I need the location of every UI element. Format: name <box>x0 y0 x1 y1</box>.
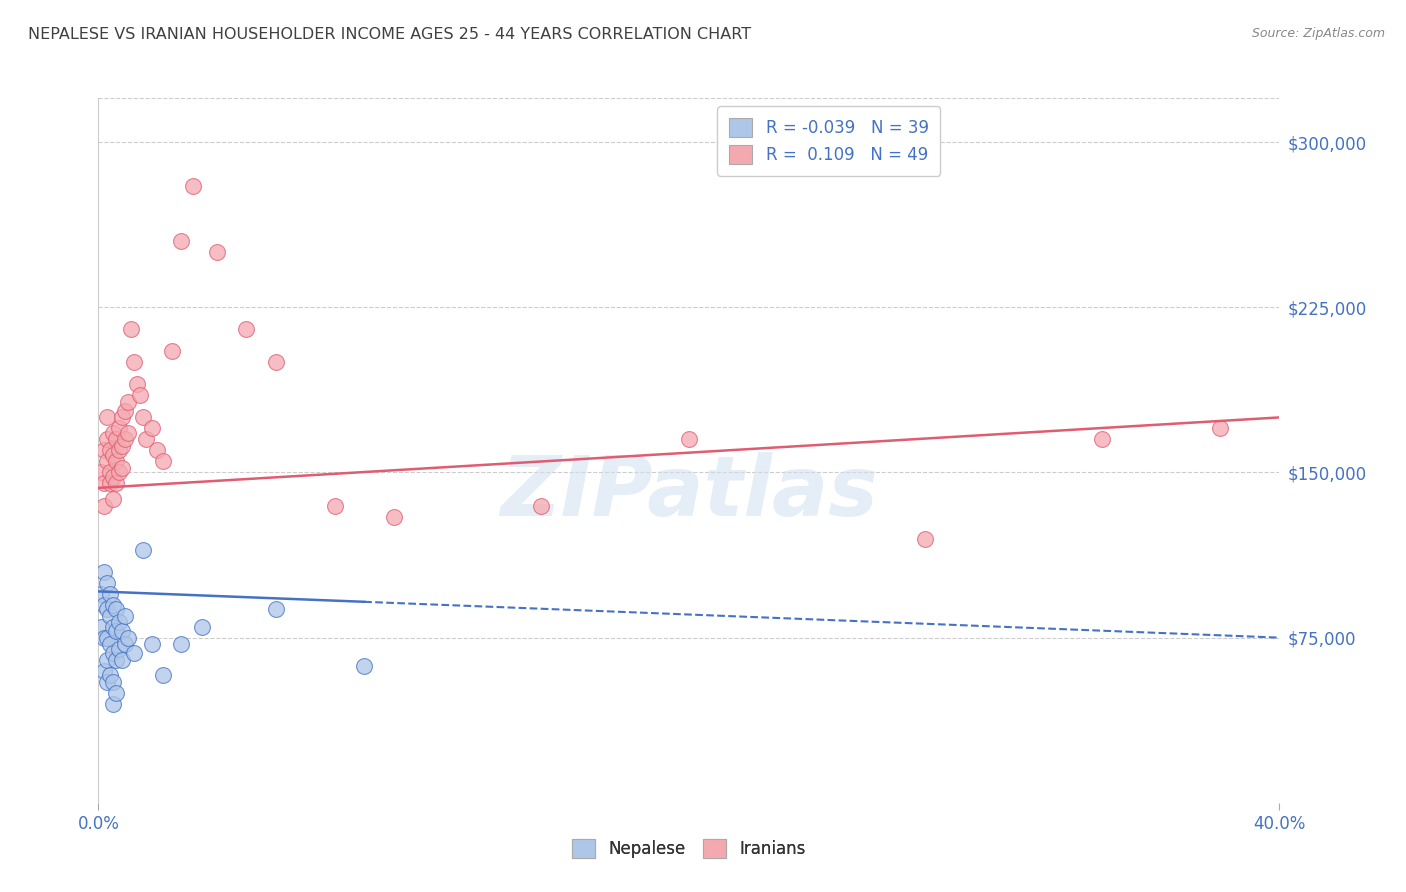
Point <box>105 454 128 468</box>
Point <box>103 448 125 462</box>
Point <box>96 454 118 468</box>
Point <box>191 619 214 633</box>
Point <box>323 499 346 513</box>
Point <box>114 637 136 651</box>
Point <box>108 615 131 630</box>
Text: NEPALESE VS IRANIAN HOUSEHOLDER INCOME AGES 25 - 44 YEARS CORRELATION CHART: NEPALESE VS IRANIAN HOUSEHOLDER INCOME A… <box>28 27 751 42</box>
Point <box>125 377 148 392</box>
Point <box>96 410 118 425</box>
Point <box>105 433 128 447</box>
Point <box>1091 433 1114 447</box>
Point <box>152 668 174 682</box>
Point <box>98 637 121 651</box>
Point <box>103 646 125 660</box>
Legend: Nepalese, Iranians: Nepalese, Iranians <box>565 832 813 865</box>
Point <box>96 433 118 447</box>
Point <box>93 476 115 491</box>
Point <box>117 425 139 440</box>
Point <box>93 565 115 579</box>
Point <box>103 491 125 506</box>
Point <box>114 433 136 447</box>
Point <box>111 439 134 453</box>
Text: ZIPatlas: ZIPatlas <box>501 452 877 533</box>
Point <box>108 443 131 458</box>
Point <box>141 421 163 435</box>
Point <box>98 608 121 623</box>
Point <box>132 410 155 425</box>
Point <box>146 443 169 458</box>
Point <box>103 598 125 612</box>
Point <box>103 697 125 711</box>
Point <box>93 631 115 645</box>
Point <box>111 653 134 667</box>
Point <box>111 461 134 475</box>
Point <box>235 322 257 336</box>
Point <box>93 499 115 513</box>
Point <box>105 653 128 667</box>
Point <box>117 631 139 645</box>
Point <box>96 653 118 667</box>
Point <box>105 476 128 491</box>
Point <box>122 646 145 660</box>
Point <box>108 421 131 435</box>
Point <box>120 322 142 336</box>
Point <box>103 470 125 484</box>
Point <box>98 668 121 682</box>
Point <box>98 466 121 480</box>
Point <box>103 674 125 689</box>
Point <box>93 443 115 458</box>
Point <box>103 619 125 633</box>
Point <box>205 245 228 260</box>
Point <box>135 433 157 447</box>
Text: Source: ZipAtlas.com: Source: ZipAtlas.com <box>1251 27 1385 40</box>
Point <box>132 542 155 557</box>
Point <box>114 404 136 418</box>
Point <box>353 659 375 673</box>
Point <box>93 598 115 612</box>
Point <box>93 664 115 678</box>
Point <box>141 637 163 651</box>
Point <box>914 532 936 546</box>
Point <box>170 637 193 651</box>
Point <box>90 619 112 633</box>
Point <box>96 674 118 689</box>
Point <box>678 433 700 447</box>
Point <box>105 602 128 616</box>
Point <box>108 641 131 656</box>
Point <box>108 466 131 480</box>
Point <box>152 454 174 468</box>
Point <box>264 602 287 616</box>
Point <box>98 443 121 458</box>
Point <box>111 410 134 425</box>
Point <box>103 425 125 440</box>
Point <box>181 179 204 194</box>
Point <box>170 234 193 248</box>
Point <box>122 355 145 369</box>
Point <box>96 602 118 616</box>
Point <box>264 355 287 369</box>
Point <box>98 586 121 600</box>
Point <box>90 466 112 480</box>
Point <box>98 476 121 491</box>
Point <box>128 388 150 402</box>
Point <box>382 509 405 524</box>
Point <box>90 586 112 600</box>
Point <box>111 624 134 638</box>
Point <box>96 575 118 590</box>
Point <box>105 686 128 700</box>
Point <box>105 624 128 638</box>
Point <box>114 608 136 623</box>
Point <box>96 631 118 645</box>
Point <box>162 344 183 359</box>
Point <box>530 499 553 513</box>
Point <box>117 395 139 409</box>
Point <box>1209 421 1232 435</box>
